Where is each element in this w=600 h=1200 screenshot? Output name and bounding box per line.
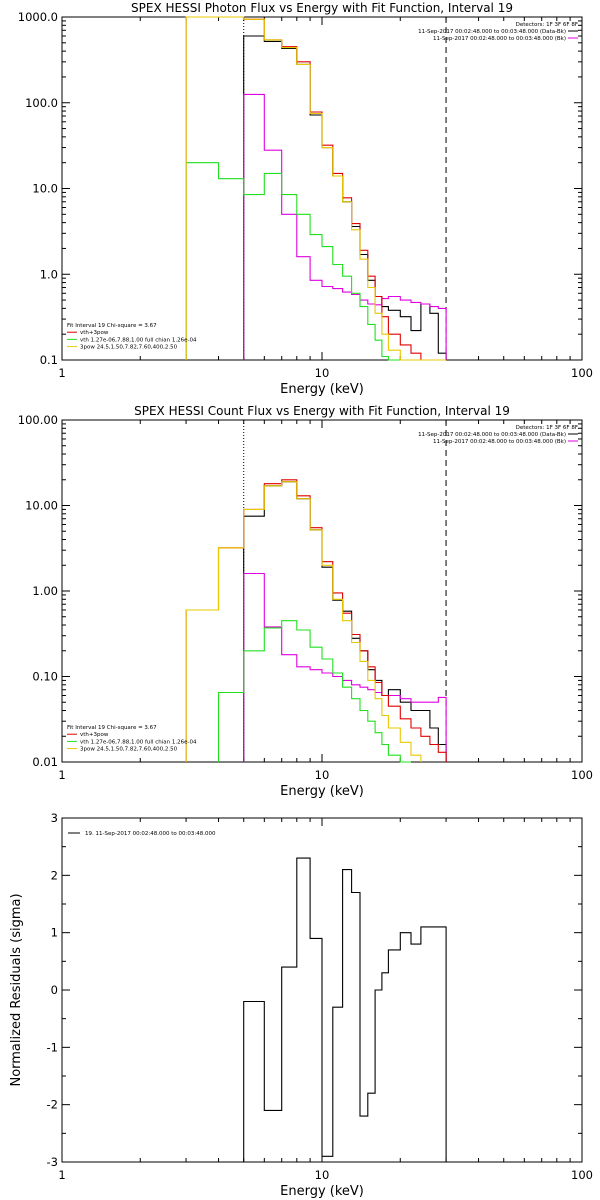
- y-tick-label: 0.10: [32, 670, 58, 684]
- x-tick-label: 100: [571, 1168, 593, 1182]
- fit-legend-entry: Fit Interval 19 Chi-square = 3.67: [67, 323, 157, 329]
- series-black-line: [243, 481, 447, 762]
- y-tick-label: 2: [51, 868, 58, 882]
- y-tick-label: 3: [51, 811, 58, 825]
- panel-residuals: 1 10 100 -3 -2 -1 0 1 2 3 Energy (keV) Normalized R…: [9, 811, 593, 1199]
- header-line: Detectors: 1F 3F 6F 8F: [516, 22, 578, 28]
- series-red-line: [185, 16, 447, 361]
- legend-entry: 19. 11-Sep-2017 00:02:48.000 to 00:03:48…: [85, 831, 216, 837]
- x-tick-label: 1: [58, 1168, 65, 1182]
- series-green-line: [217, 620, 411, 763]
- fit-legend-entry: vth 1.27e-06,7.88,1.00 full chian 1.26e-…: [80, 739, 197, 745]
- x-axis-label: Energy (keV): [280, 382, 364, 397]
- y-tick-label: -3: [47, 1155, 58, 1169]
- x-axis-label: Energy (keV): [280, 1184, 364, 1199]
- series-green-line: [185, 162, 447, 361]
- chart-title: SPEX HESSI Photon Flux vs Energy with Fi…: [131, 1, 513, 15]
- fit-legend-entry: vth+3pow: [80, 330, 109, 336]
- y-tick-label: 0.1: [40, 353, 58, 367]
- y-tick-label: 0: [51, 983, 58, 997]
- x-tick-label: 10: [315, 768, 330, 782]
- x-tick-label: 10: [315, 1168, 330, 1182]
- chart-title: SPEX HESSI Count Flux vs Energy with Fit…: [134, 404, 510, 418]
- fit-legend-entry: vth+3pow: [80, 732, 109, 738]
- header-line: 11-Sep-2017 00:02:48.000 to 00:03:48.000…: [433, 36, 566, 42]
- panel-photon-flux: SPEX HESSI Photon Flux vs Energy with Fi…: [18, 1, 593, 397]
- x-tick-label: 10: [315, 366, 330, 380]
- y-axis-label: Normalized Residuals (sigma): [9, 893, 24, 1086]
- series-magenta-line: [243, 93, 447, 360]
- y-tick-label: 0.01: [32, 755, 58, 769]
- y-tick-label: -1: [47, 1040, 58, 1054]
- x-tick-label: 1: [58, 366, 65, 380]
- x-tick-label: 100: [571, 768, 593, 782]
- y-tick-label: 1: [51, 926, 58, 940]
- x-tick-label: 1: [58, 768, 65, 782]
- y-tick-label: 100.00: [18, 413, 58, 427]
- y-tick-label: 1.0: [40, 267, 58, 281]
- fit-legend-entry: 3pow 24.5,1.50,7.82,7.60,400,2.50: [80, 345, 178, 351]
- header-line: 11-Sep-2017 00:02:48.000 to 00:03:48.000…: [418, 29, 566, 35]
- y-tick-label: 1.00: [32, 584, 58, 598]
- y-tick-label: -2: [47, 1098, 58, 1112]
- y-tick-label: 10.0: [32, 182, 58, 196]
- header-line: Detectors: 1F 3F 6F 8F: [516, 425, 578, 431]
- series-black-line: [243, 857, 447, 1162]
- y-tick-label: 100.0: [25, 96, 58, 110]
- series-red-line: [185, 479, 447, 762]
- panel-count-flux: SPEX HESSI Count Flux vs Energy with Fit…: [18, 404, 593, 799]
- fit-legend-entry: vth 1.27e-06,7.88,1.00 full chian 1.26e-…: [80, 337, 197, 343]
- y-tick-label: 1000.0: [18, 10, 58, 24]
- header-line: 11-Sep-2017 00:02:48.000 to 00:03:48.000…: [418, 432, 566, 438]
- x-axis-label: Energy (keV): [280, 784, 364, 799]
- series-yellow-line: [185, 16, 447, 361]
- fit-legend-entry: Fit Interval 19 Chi-square = 3.67: [67, 725, 157, 731]
- y-tick-label: 10.00: [25, 499, 58, 513]
- x-tick-label: 100: [571, 366, 593, 380]
- fit-legend-entry: 3pow 24.5,1.50,7.82,7.60,400,2.50: [80, 747, 178, 753]
- series-yellow-line: [185, 481, 422, 762]
- plot-frame: [61, 419, 583, 763]
- series-magenta-line: [243, 572, 447, 762]
- plot-frame: [61, 16, 583, 361]
- header-line: 11-Sep-2017 00:02:48.000 to 00:03:48.000…: [433, 439, 566, 445]
